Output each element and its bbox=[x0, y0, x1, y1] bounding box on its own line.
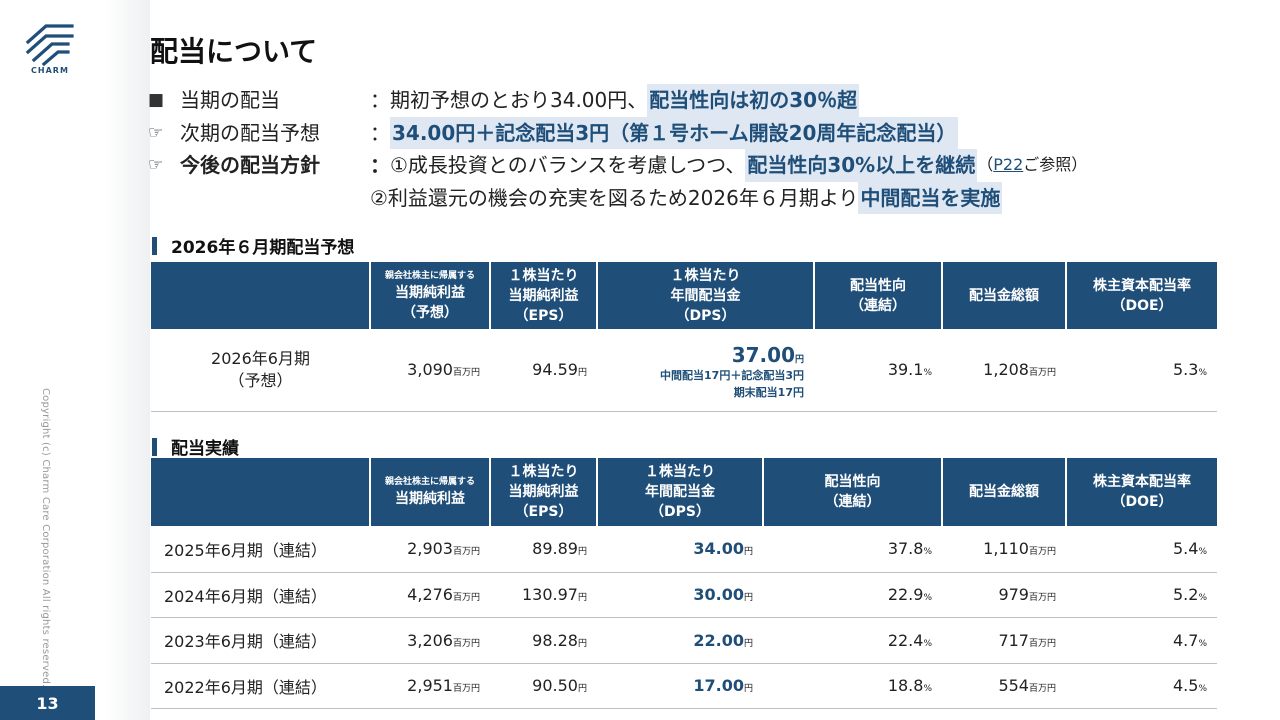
charm-logo-icon bbox=[25, 24, 74, 67]
bullet-separator: ： bbox=[370, 120, 390, 145]
pointing-hand-icon: ☞ bbox=[148, 155, 164, 175]
cell-eps: 130.97円 bbox=[490, 572, 597, 618]
header-doe: 株主資本配当率 （DOE） bbox=[1066, 262, 1217, 329]
ref-close: ご参照） bbox=[1023, 155, 1088, 174]
copyright-text: Copyright (c) Charm Care Corporation All… bbox=[40, 388, 51, 688]
header-dps: １株当たり 年間配当金 （DPS） bbox=[597, 262, 815, 329]
bullet-list: ■ 当期の配当 ： 期初予想のとおり34.00円、 配当性向は初の30％超 ☞ … bbox=[148, 84, 1087, 214]
header-net-income: 親会社株主に帰属する 当期純利益 bbox=[370, 458, 491, 526]
cell-doe: 5.4% bbox=[1066, 526, 1217, 573]
cell-eps: 89.89円 bbox=[490, 526, 597, 573]
header-total: 配当金総額 bbox=[942, 458, 1067, 526]
bullet-separator: ： bbox=[370, 153, 390, 177]
cell-eps: 94.59円 bbox=[490, 329, 597, 412]
cell-payout: 22.9% bbox=[763, 572, 942, 618]
bullet-highlight: 中間配当を実施 bbox=[858, 181, 1003, 214]
cell-dps: 17.00円 bbox=[597, 663, 763, 709]
header-doe: 株主資本配当率 （DOE） bbox=[1066, 458, 1217, 526]
results-heading-text: 配当実績 bbox=[171, 439, 239, 459]
results-table: 親会社株主に帰属する 当期純利益 １株当たり 当期純利益 （EPS） １株当たり… bbox=[151, 458, 1217, 709]
header-eps: １株当たり 当期純利益 （EPS） bbox=[490, 458, 598, 526]
table-row: 2024年6月期（連結） 4,276百万円 130.97円 30.00円 22.… bbox=[151, 572, 1217, 618]
cell-total: 1,110百万円 bbox=[942, 526, 1066, 573]
square-bullet-icon: ■ bbox=[148, 90, 165, 110]
cell-net-income: 3,206百万円 bbox=[370, 617, 490, 664]
row-label: 2023年6月期（連結） bbox=[151, 617, 370, 664]
forecast-heading-text: 2026年６月期配当予想 bbox=[171, 238, 355, 258]
cell-net-income: 4,276百万円 bbox=[370, 572, 490, 618]
results-header-row: 親会社株主に帰属する 当期純利益 １株当たり 当期純利益 （EPS） １株当たり… bbox=[151, 458, 1217, 526]
bullet-highlight: 配当性向30%以上を継続 bbox=[745, 149, 978, 182]
heading-bar bbox=[152, 437, 157, 456]
cell-payout: 18.8% bbox=[763, 663, 942, 709]
row-label: 2026年6月期 （予想） bbox=[151, 329, 370, 412]
bullet-policy-line2: ②利益還元の機会の充実を図るため2026年６月期より 中間配当を実施 bbox=[148, 181, 1087, 214]
bullet-label: 今後の配当方針 bbox=[180, 153, 320, 177]
table-row: 2025年6月期（連結） 2,903百万円 89.89円 34.00円 37.8… bbox=[151, 526, 1217, 573]
cell-dps: 37.00円 中間配当17円＋記念配当3円 期末配当17円 bbox=[597, 329, 814, 412]
bullet-highlight: 34.00円＋記念配当3円（第１号ホーム開設20周年記念配当） bbox=[390, 116, 959, 149]
heading-bar bbox=[152, 236, 157, 255]
cell-payout: 22.4% bbox=[763, 617, 942, 664]
forecast-header-row: 親会社株主に帰属する 当期純利益 （予想） １株当たり 当期純利益 （EPS） … bbox=[151, 262, 1217, 329]
cell-dps: 30.00円 bbox=[597, 572, 763, 618]
cell-total: 717百万円 bbox=[942, 617, 1066, 664]
results-heading: 配当実績 bbox=[152, 434, 239, 459]
cell-payout: 37.8% bbox=[763, 526, 942, 573]
bullet-label: 当期の配当 bbox=[180, 88, 280, 112]
row-label: 2024年6月期（連結） bbox=[151, 572, 370, 618]
forecast-table: 親会社株主に帰属する 当期純利益 （予想） １株当たり 当期純利益 （EPS） … bbox=[151, 262, 1217, 412]
cell-eps: 98.28円 bbox=[490, 617, 597, 664]
bullet-text: ②利益還元の機会の充実を図るため2026年６月期より bbox=[370, 185, 859, 210]
header-dps: １株当たり 年間配当金 （DPS） bbox=[597, 458, 764, 526]
page-reference-link[interactable]: P22 bbox=[993, 155, 1024, 174]
cell-dps: 22.00円 bbox=[597, 617, 763, 664]
page-number: 13 bbox=[0, 686, 95, 720]
header-net-income: 親会社株主に帰属する 当期純利益 （予想） bbox=[370, 262, 491, 329]
forecast-heading: 2026年６月期配当予想 bbox=[152, 233, 354, 258]
bullet-separator: ： bbox=[370, 88, 390, 112]
logo-text: CHARM bbox=[31, 66, 69, 75]
bullet-label: 次期の配当予想 bbox=[180, 120, 320, 145]
bullet-next-dividend: ☞ 次期の配当予想 ： 34.00円＋記念配当3円（第１号ホーム開設20周年記念… bbox=[148, 116, 1087, 149]
row-label: 2025年6月期（連結） bbox=[151, 526, 370, 573]
bullet-highlight: 配当性向は初の30％超 bbox=[647, 84, 860, 117]
cell-doe: 5.3% bbox=[1066, 329, 1217, 412]
cell-total: 1,208百万円 bbox=[942, 329, 1066, 412]
table-row: 2026年6月期 （予想） 3,090百万円 94.59円 37.00円 中間配… bbox=[151, 329, 1217, 412]
row-label: 2022年6月期（連結） bbox=[151, 663, 370, 709]
cell-payout: 39.1% bbox=[814, 329, 942, 412]
cell-doe: 4.5% bbox=[1066, 663, 1217, 709]
header-eps: １株当たり 当期純利益 （EPS） bbox=[490, 262, 598, 329]
header-payout: 配当性向 （連結） bbox=[814, 262, 943, 329]
header-empty bbox=[151, 458, 371, 526]
ref-open: （ bbox=[977, 155, 994, 174]
left-strip bbox=[0, 0, 150, 720]
header-empty bbox=[151, 262, 371, 329]
cell-total: 979百万円 bbox=[942, 572, 1066, 618]
bullet-current-dividend: ■ 当期の配当 ： 期初予想のとおり34.00円、 配当性向は初の30％超 bbox=[148, 84, 1087, 117]
bullet-text: 期初予想のとおり34.00円、 bbox=[390, 88, 648, 112]
bullet-text: ①成長投資とのバランスを考慮しつつ、 bbox=[390, 153, 746, 177]
cell-total: 554百万円 bbox=[942, 663, 1066, 709]
header-total: 配当金総額 bbox=[942, 262, 1067, 329]
header-payout: 配当性向 （連結） bbox=[763, 458, 943, 526]
page-title: 配当について bbox=[150, 35, 318, 68]
pointing-hand-icon: ☞ bbox=[148, 122, 164, 143]
cell-doe: 5.2% bbox=[1066, 572, 1217, 618]
cell-net-income: 2,903百万円 bbox=[370, 526, 490, 573]
cell-net-income: 3,090百万円 bbox=[370, 329, 490, 412]
cell-dps: 34.00円 bbox=[597, 526, 763, 573]
table-row: 2023年6月期（連結） 3,206百万円 98.28円 22.00円 22.4… bbox=[151, 617, 1217, 664]
table-row: 2022年6月期（連結） 2,951百万円 90.50円 17.00円 18.8… bbox=[151, 663, 1217, 709]
cell-doe: 4.7% bbox=[1066, 617, 1217, 664]
cell-eps: 90.50円 bbox=[490, 663, 597, 709]
cell-net-income: 2,951百万円 bbox=[370, 663, 490, 709]
bullet-policy: ☞ 今後の配当方針 ： ①成長投資とのバランスを考慮しつつ、 配当性向30%以上… bbox=[148, 149, 1087, 182]
